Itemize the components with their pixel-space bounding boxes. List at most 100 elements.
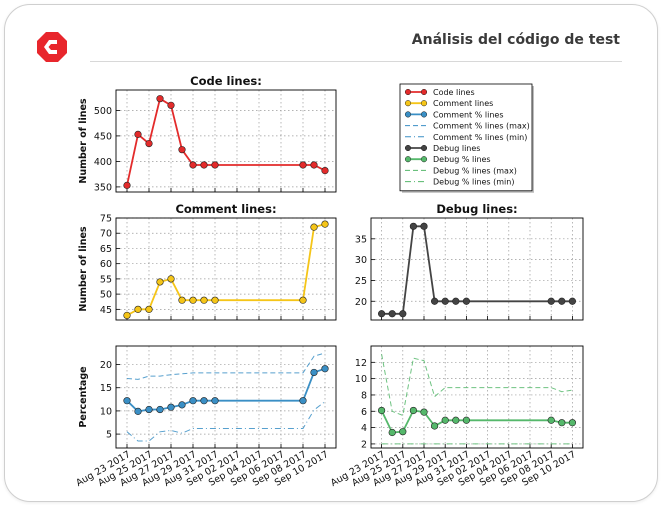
legend-marker	[404, 88, 412, 96]
data-point	[200, 296, 208, 304]
plot-frame	[115, 345, 337, 449]
chart-title: Comment lines:	[175, 202, 276, 216]
data-point	[134, 305, 142, 313]
logo-glyph	[44, 40, 57, 54]
y-tick-label: 20	[100, 360, 112, 371]
y-tick-label: 65	[100, 244, 112, 255]
y-tick-label: 60	[100, 259, 112, 270]
y-tick-label: 12	[355, 358, 367, 369]
data-point	[299, 397, 307, 405]
legend-marker	[404, 144, 412, 152]
legend-label: Comment % lines	[433, 110, 504, 119]
data-point	[167, 275, 175, 283]
data-point	[452, 297, 460, 305]
data-point	[123, 397, 131, 405]
data-point	[388, 310, 396, 318]
data-point	[200, 161, 208, 169]
data-point	[399, 428, 407, 436]
data-point	[200, 397, 208, 405]
chart-panel-1: 45 50 55 60 65 70 75 Comment lines: Number of li…	[78, 202, 337, 321]
y-tick-label: 2	[361, 439, 367, 450]
chart-title: Code lines:	[190, 74, 262, 88]
plot-frame	[370, 345, 584, 449]
data-point	[441, 297, 449, 305]
legend-label: Code lines	[433, 88, 475, 97]
plot-area	[116, 346, 336, 448]
y-tick-label: 6	[361, 407, 367, 418]
data-point	[431, 422, 439, 430]
y-tick-label: 15	[100, 383, 112, 394]
data-point	[310, 368, 318, 377]
plot-frame	[370, 217, 584, 321]
series-line-3-2	[126, 401, 326, 442]
data-point	[547, 297, 555, 305]
data-point	[452, 416, 460, 424]
y-tick-label: 45	[100, 305, 112, 316]
data-point	[321, 220, 329, 228]
data-point	[547, 416, 555, 424]
logo-octagon	[37, 32, 67, 62]
data-point	[178, 401, 186, 409]
data-point	[310, 161, 318, 169]
y-tick-label: 4	[361, 423, 367, 434]
y-tick-label: 450	[94, 131, 112, 142]
data-point	[388, 428, 396, 437]
chart-title: Debug lines:	[436, 202, 517, 216]
data-point	[310, 223, 318, 231]
data-point	[211, 397, 219, 405]
plot-frame	[115, 89, 337, 193]
data-point	[378, 406, 386, 415]
y-tick-label: 10	[355, 374, 367, 385]
data-point	[409, 406, 418, 415]
data-point	[189, 161, 197, 169]
y-tick-label: 30	[355, 255, 367, 266]
data-point	[558, 297, 566, 305]
data-point	[399, 310, 407, 318]
data-point	[189, 296, 197, 304]
data-point	[299, 161, 307, 169]
data-point	[123, 311, 131, 320]
data-point	[409, 222, 418, 230]
y-tick-label: 20	[355, 297, 367, 308]
y-tick-label: 55	[100, 274, 112, 285]
y-tick-label: 350	[94, 182, 112, 193]
data-point	[189, 397, 197, 405]
plot-area	[116, 218, 336, 320]
y-tick-label: 8	[361, 390, 367, 401]
data-point	[462, 416, 471, 424]
data-point	[321, 166, 329, 175]
legend-marker	[420, 144, 428, 152]
page-title: Análisis del código de test	[411, 32, 620, 48]
y-tick-label: 10	[100, 406, 112, 417]
data-point	[145, 305, 153, 313]
data-point	[156, 95, 164, 103]
y-axis-label: Percentage	[78, 366, 89, 427]
data-point	[156, 405, 164, 414]
y-axis-label: Number of lines	[78, 98, 89, 184]
data-point	[568, 419, 577, 427]
data-point	[420, 408, 428, 416]
plot-area	[371, 218, 583, 320]
data-point	[558, 419, 566, 427]
data-point	[321, 365, 329, 373]
y-axis-label: Number of lines	[78, 226, 89, 312]
data-point	[211, 161, 219, 169]
app-logo-icon	[37, 32, 67, 62]
data-point	[568, 297, 577, 305]
data-point	[420, 222, 428, 230]
y-tick-label: 500	[94, 106, 112, 117]
data-point	[178, 296, 186, 304]
legend-marker	[420, 88, 428, 96]
data-point	[462, 297, 471, 305]
data-point	[299, 296, 307, 304]
data-point	[167, 101, 175, 109]
header-divider	[90, 61, 622, 62]
legend-marker	[404, 111, 412, 118]
legend-label: Debug % lines (max)	[433, 166, 517, 175]
legend-marker	[420, 111, 428, 118]
series-line-4-1	[381, 354, 573, 417]
y-tick-label: 5	[106, 430, 112, 441]
legend-label: Debug % lines (min)	[433, 178, 514, 187]
